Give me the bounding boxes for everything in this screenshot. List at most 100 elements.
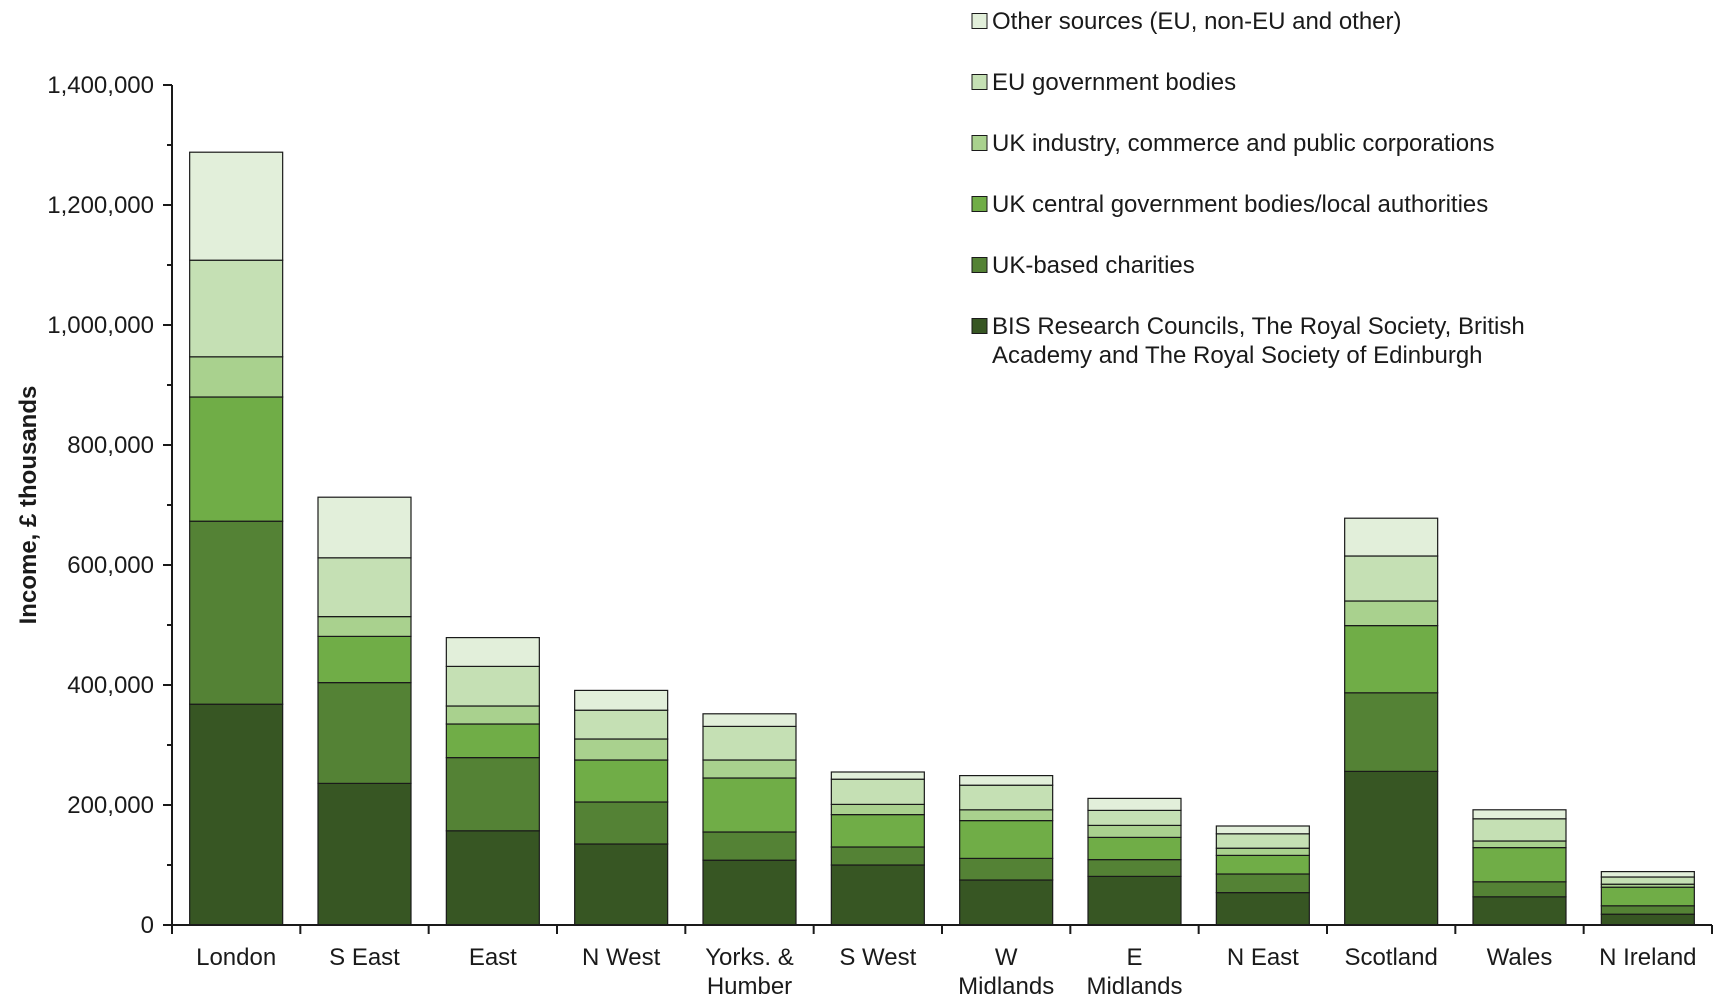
bar-segment: [1087, 809, 1182, 827]
y-tick-label: 1,400,000: [47, 72, 154, 99]
bar-segment: [830, 846, 925, 866]
bar-segment: [1344, 517, 1439, 557]
legend-label: UK-based charities: [992, 252, 1195, 279]
y-tick-label: 1,200,000: [47, 192, 154, 219]
bar-segment: [1600, 870, 1695, 878]
bar-segment: [959, 774, 1054, 786]
bar-segment: [189, 356, 284, 398]
bar-segment: [702, 759, 797, 779]
bar-segment: [445, 723, 540, 759]
bar-segment: [1472, 881, 1567, 898]
legend: Other sources (EU, non-EU and other) EU g…: [971, 8, 1525, 369]
bar-segment: [830, 778, 925, 806]
bar-segment: [830, 813, 925, 848]
bar-segment: [1600, 886, 1695, 907]
bar-segment: [1215, 891, 1310, 926]
legend-label: Academy and The Royal Society of Edinbur…: [992, 342, 1483, 369]
bar-segment: [702, 859, 797, 926]
x-category-label: S East: [329, 944, 400, 971]
y-tick-label: 0: [141, 912, 154, 939]
bar-segment: [959, 857, 1054, 881]
bar-segment: [1344, 770, 1439, 926]
bar-segment: [574, 709, 669, 740]
legend-swatch: [971, 135, 988, 151]
bar-segment: [1087, 858, 1182, 877]
bar-segment: [1087, 824, 1182, 839]
x-category-label: Scotland: [1344, 944, 1437, 971]
legend-label: Other sources (EU, non-EU and other): [992, 8, 1402, 35]
bar-segment: [959, 819, 1054, 859]
bar-segment: [830, 803, 925, 816]
bar-segment: [574, 801, 669, 845]
y-tick-label: 200,000: [67, 792, 154, 819]
legend-swatch: [971, 13, 988, 29]
bar-segment: [317, 635, 412, 684]
bar-segment: [1344, 555, 1439, 602]
bar-segment: [830, 864, 925, 926]
x-category-label: Humber: [707, 973, 792, 997]
bar-segment: [1344, 692, 1439, 772]
bar-segment: [574, 689, 669, 711]
plot-area: [189, 151, 1695, 926]
x-category-label: Midlands: [958, 973, 1054, 997]
bar-segment: [317, 681, 412, 784]
bar-segment: [830, 771, 925, 780]
bar-segment: [1472, 840, 1567, 849]
y-tick-label: 800,000: [67, 432, 154, 459]
bar-segment: [1472, 809, 1567, 820]
x-category-label: N West: [582, 944, 661, 971]
bar-segment: [1600, 905, 1695, 915]
legend-label: BIS Research Councils, The Royal Society…: [992, 313, 1525, 340]
bar-segment: [1344, 624, 1439, 694]
legend-swatch: [971, 74, 988, 90]
bar-segment: [702, 713, 797, 727]
x-category-label: N East: [1227, 944, 1299, 971]
legend-label: EU government bodies: [992, 69, 1236, 96]
bar-segment: [445, 756, 540, 832]
bar-segment: [702, 725, 797, 761]
bar-segment: [1472, 896, 1567, 926]
legend-label: UK industry, commerce and public corpora…: [992, 130, 1494, 157]
bar-segment: [317, 615, 412, 637]
bar-segment: [1215, 825, 1310, 835]
x-category-label: Wales: [1487, 944, 1553, 971]
x-category-label: N Ireland: [1599, 944, 1696, 971]
bar-segment: [189, 520, 284, 705]
legend-label: UK central government bodies/local autho…: [992, 191, 1488, 218]
bar-segment: [702, 777, 797, 833]
bar-segment: [959, 879, 1054, 926]
x-category-label: W: [995, 944, 1018, 971]
y-tick-label: 1,000,000: [47, 312, 154, 339]
bar-segment: [1472, 818, 1567, 842]
bar-segment: [189, 396, 284, 522]
legend-swatch: [971, 196, 988, 212]
x-category-label: S West: [839, 944, 916, 971]
bar-segment: [1472, 846, 1567, 883]
bar-segment: [702, 831, 797, 861]
bar-segment: [1600, 913, 1695, 926]
x-category-label: Midlands: [1086, 973, 1182, 997]
bar-segment: [317, 557, 412, 618]
y-axis-label: Income, £ thousands: [15, 386, 42, 625]
bar-segment: [189, 259, 284, 358]
bar-segment: [1215, 873, 1310, 894]
bar-segment: [1600, 876, 1695, 885]
bar-segment: [1215, 833, 1310, 849]
y-tick-label: 400,000: [67, 672, 154, 699]
x-category-label: E: [1126, 944, 1142, 971]
bar-segment: [445, 636, 540, 667]
bar-segment: [445, 705, 540, 725]
bar-segment: [189, 151, 284, 261]
bar-segment: [959, 809, 1054, 822]
x-category-label: London: [196, 944, 276, 971]
bar-segment: [574, 738, 669, 761]
legend-swatch: [971, 318, 988, 334]
axes: 0 200,000 400,000 600,000 800,000 1,000,000 1,…: [15, 72, 1713, 1000]
x-category-label: East: [469, 944, 517, 971]
bar-segment: [574, 843, 669, 926]
bar-segment: [1087, 797, 1182, 812]
bar-segment: [189, 703, 284, 926]
bar-segment: [574, 759, 669, 803]
bar-segment: [317, 782, 412, 926]
